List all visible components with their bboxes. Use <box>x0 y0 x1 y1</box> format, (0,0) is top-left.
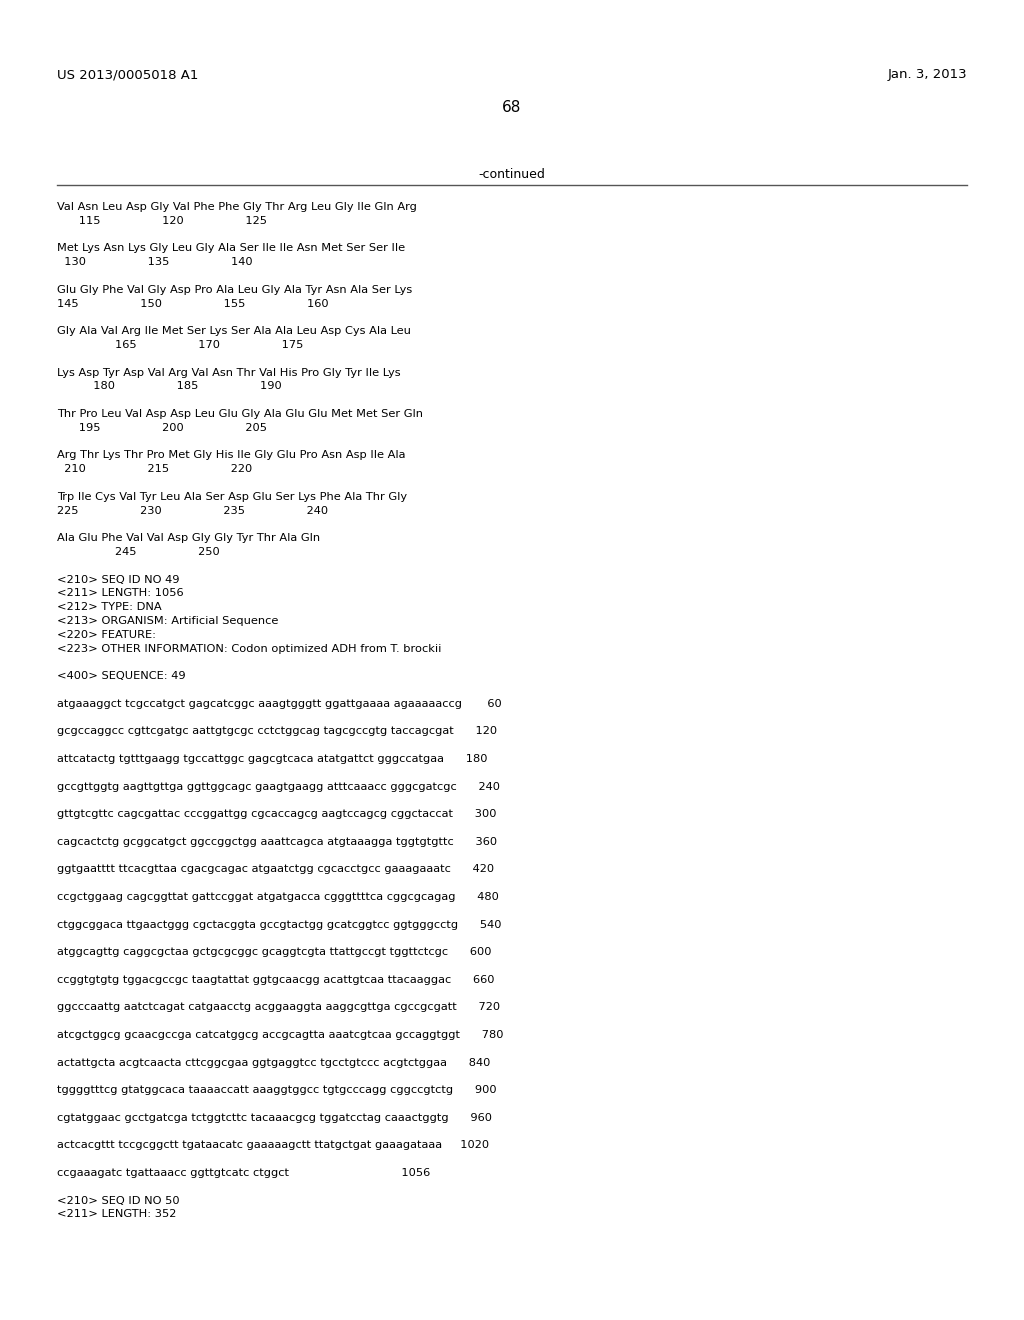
Text: Thr Pro Leu Val Asp Asp Leu Glu Gly Ala Glu Glu Met Met Ser Gln: Thr Pro Leu Val Asp Asp Leu Glu Gly Ala … <box>57 409 423 418</box>
Text: <211> LENGTH: 1056: <211> LENGTH: 1056 <box>57 589 183 598</box>
Text: ggtgaatttt ttcacgttaa cgacgcagac atgaatctgg cgcacctgcc gaaagaaatc      420: ggtgaatttt ttcacgttaa cgacgcagac atgaatc… <box>57 865 495 874</box>
Text: 115                 120                 125: 115 120 125 <box>57 215 267 226</box>
Text: 130                 135                 140: 130 135 140 <box>57 257 253 267</box>
Text: <400> SEQUENCE: 49: <400> SEQUENCE: 49 <box>57 671 185 681</box>
Text: cgtatggaac gcctgatcga tctggtcttc tacaaacgcg tggatcctag caaactggtg      960: cgtatggaac gcctgatcga tctggtcttc tacaaac… <box>57 1113 492 1123</box>
Text: 165                 170                 175: 165 170 175 <box>57 341 303 350</box>
Text: Met Lys Asn Lys Gly Leu Gly Ala Ser Ile Ile Asn Met Ser Ser Ile: Met Lys Asn Lys Gly Leu Gly Ala Ser Ile … <box>57 243 406 253</box>
Text: atcgctggcg gcaacgccga catcatggcg accgcagtta aaatcgtcaa gccaggtggt      780: atcgctggcg gcaacgccga catcatggcg accgcag… <box>57 1030 504 1040</box>
Text: <210> SEQ ID NO 50: <210> SEQ ID NO 50 <box>57 1196 179 1205</box>
Text: gttgtcgttc cagcgattac cccggattgg cgcaccagcg aagtccagcg cggctaccat      300: gttgtcgttc cagcgattac cccggattgg cgcacca… <box>57 809 497 820</box>
Text: <220> FEATURE:: <220> FEATURE: <box>57 630 156 640</box>
Text: ccgctggaag cagcggttat gattccggat atgatgacca cgggttttca cggcgcagag      480: ccgctggaag cagcggttat gattccggat atgatga… <box>57 892 499 902</box>
Text: <213> ORGANISM: Artificial Sequence: <213> ORGANISM: Artificial Sequence <box>57 616 279 626</box>
Text: ctggcggaca ttgaactggg cgctacggta gccgtactgg gcatcggtcc ggtgggcctg      540: ctggcggaca ttgaactggg cgctacggta gccgtac… <box>57 920 502 929</box>
Text: <211> LENGTH: 352: <211> LENGTH: 352 <box>57 1209 176 1220</box>
Text: ccgaaagatc tgattaaacc ggttgtcatc ctggct                               1056: ccgaaagatc tgattaaacc ggttgtcatc ctggct … <box>57 1168 430 1177</box>
Text: ccggtgtgtg tggacgccgc taagtattat ggtgcaacgg acattgtcaa ttacaaggac      660: ccggtgtgtg tggacgccgc taagtattat ggtgcaa… <box>57 974 495 985</box>
Text: Trp Ile Cys Val Tyr Leu Ala Ser Asp Glu Ser Lys Phe Ala Thr Gly: Trp Ile Cys Val Tyr Leu Ala Ser Asp Glu … <box>57 492 408 502</box>
Text: 195                 200                 205: 195 200 205 <box>57 422 267 433</box>
Text: <212> TYPE: DNA: <212> TYPE: DNA <box>57 602 162 612</box>
Text: 245                 250: 245 250 <box>57 546 220 557</box>
Text: Ala Glu Phe Val Val Asp Gly Gly Tyr Thr Ala Gln: Ala Glu Phe Val Val Asp Gly Gly Tyr Thr … <box>57 533 321 544</box>
Text: cagcactctg gcggcatgct ggccggctgg aaattcagca atgtaaagga tggtgtgttc      360: cagcactctg gcggcatgct ggccggctgg aaattca… <box>57 837 497 847</box>
Text: 68: 68 <box>503 100 521 115</box>
Text: 210                 215                 220: 210 215 220 <box>57 465 252 474</box>
Text: actcacgttt tccgcggctt tgataacatc gaaaaagctt ttatgctgat gaaagataaa     1020: actcacgttt tccgcggctt tgataacatc gaaaaag… <box>57 1140 489 1151</box>
Text: gcgccaggcc cgttcgatgc aattgtgcgc cctctggcag tagcgccgtg taccagcgat      120: gcgccaggcc cgttcgatgc aattgtgcgc cctctgg… <box>57 726 497 737</box>
Text: Gly Ala Val Arg Ile Met Ser Lys Ser Ala Ala Leu Asp Cys Ala Leu: Gly Ala Val Arg Ile Met Ser Lys Ser Ala … <box>57 326 411 337</box>
Text: atgaaaggct tcgccatgct gagcatcggc aaagtgggtt ggattgaaaa agaaaaaccg       60: atgaaaggct tcgccatgct gagcatcggc aaagtgg… <box>57 698 502 709</box>
Text: US 2013/0005018 A1: US 2013/0005018 A1 <box>57 69 199 81</box>
Text: Val Asn Leu Asp Gly Val Phe Phe Gly Thr Arg Leu Gly Ile Gln Arg: Val Asn Leu Asp Gly Val Phe Phe Gly Thr … <box>57 202 417 213</box>
Text: Jan. 3, 2013: Jan. 3, 2013 <box>888 69 967 81</box>
Text: <223> OTHER INFORMATION: Codon optimized ADH from T. brockii: <223> OTHER INFORMATION: Codon optimized… <box>57 644 441 653</box>
Text: 180                 185                 190: 180 185 190 <box>57 381 282 392</box>
Text: -continued: -continued <box>478 168 546 181</box>
Text: gccgttggtg aagttgttga ggttggcagc gaagtgaagg atttcaaacc gggcgatcgc      240: gccgttggtg aagttgttga ggttggcagc gaagtga… <box>57 781 500 792</box>
Text: <210> SEQ ID NO 49: <210> SEQ ID NO 49 <box>57 574 179 585</box>
Text: Glu Gly Phe Val Gly Asp Pro Ala Leu Gly Ala Tyr Asn Ala Ser Lys: Glu Gly Phe Val Gly Asp Pro Ala Leu Gly … <box>57 285 413 294</box>
Text: 145                 150                 155                 160: 145 150 155 160 <box>57 298 329 309</box>
Text: 225                 230                 235                 240: 225 230 235 240 <box>57 506 328 516</box>
Text: Arg Thr Lys Thr Pro Met Gly His Ile Gly Glu Pro Asn Asp Ile Ala: Arg Thr Lys Thr Pro Met Gly His Ile Gly … <box>57 450 406 461</box>
Text: Lys Asp Tyr Asp Val Arg Val Asn Thr Val His Pro Gly Tyr Ile Lys: Lys Asp Tyr Asp Val Arg Val Asn Thr Val … <box>57 367 400 378</box>
Text: tggggtttcg gtatggcaca taaaaccatt aaaggtggcc tgtgcccagg cggccgtctg      900: tggggtttcg gtatggcaca taaaaccatt aaaggtg… <box>57 1085 497 1096</box>
Text: atggcagttg caggcgctaa gctgcgcggc gcaggtcgta ttattgccgt tggttctcgc      600: atggcagttg caggcgctaa gctgcgcggc gcaggtc… <box>57 948 492 957</box>
Text: ggcccaattg aatctcagat catgaacctg acggaaggta aaggcgttga cgccgcgatt      720: ggcccaattg aatctcagat catgaacctg acggaag… <box>57 1002 500 1012</box>
Text: actattgcta acgtcaacta cttcggcgaa ggtgaggtcc tgcctgtccc acgtctggaa      840: actattgcta acgtcaacta cttcggcgaa ggtgagg… <box>57 1057 490 1068</box>
Text: attcatactg tgtttgaagg tgccattggc gagcgtcaca atatgattct gggccatgaa      180: attcatactg tgtttgaagg tgccattggc gagcgtc… <box>57 754 487 764</box>
